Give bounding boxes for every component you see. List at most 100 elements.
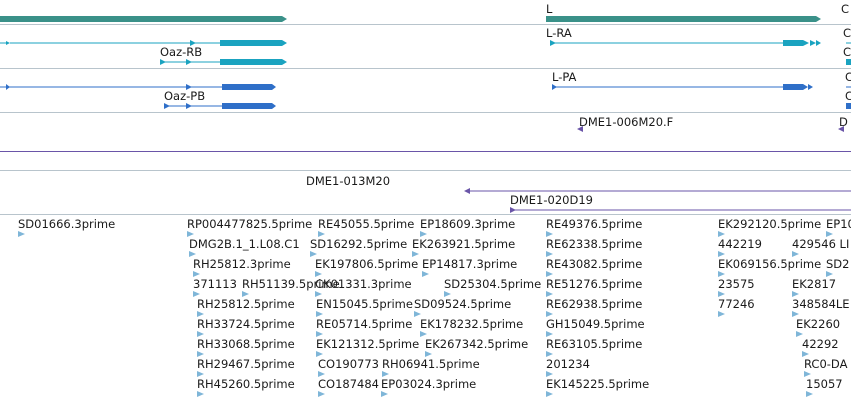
track-divider <box>0 214 851 215</box>
est-label[interactable]: EK2817 <box>792 277 837 291</box>
est-label[interactable]: DMG2B.1_1.L08.C1 <box>189 237 300 251</box>
est-arrow-icon <box>796 331 803 337</box>
est-arrow-icon <box>318 371 325 377</box>
est-arrow-icon <box>546 251 553 257</box>
est-label[interactable]: RE45055.5prime <box>318 217 415 231</box>
est-label[interactable]: 201234 <box>546 357 590 371</box>
est-label[interactable]: RE43082.5prime <box>546 257 643 271</box>
est-label[interactable]: RH33724.5prime <box>197 317 295 331</box>
est-label[interactable]: EP18609.3prime <box>420 217 516 231</box>
transcript-exon[interactable] <box>220 40 282 46</box>
est-label[interactable]: EK178232.5prime <box>420 317 524 331</box>
est-arrow-icon <box>242 291 249 297</box>
est-arrow-icon <box>718 251 725 257</box>
est-arrow-icon <box>792 291 799 297</box>
est-label[interactable]: 42292 <box>802 337 839 351</box>
est-arrow-icon <box>792 311 799 317</box>
est-label[interactable]: 429546 LI <box>792 237 850 251</box>
est-label[interactable]: CO187484 <box>318 377 379 391</box>
est-label[interactable]: 15057 <box>806 377 843 391</box>
clone-label-020d19[interactable]: DME1-020D19 <box>510 193 593 207</box>
est-arrow-icon <box>316 331 323 337</box>
transcript-label-oaz-pb[interactable]: Oaz-PB <box>164 89 206 103</box>
est-label[interactable]: RH45260.5prime <box>197 377 295 391</box>
transcript-exon[interactable] <box>220 59 282 65</box>
est-arrow-icon <box>546 391 553 397</box>
est-label[interactable]: RP004477825.5prime <box>187 217 313 231</box>
est-arrow-icon <box>718 291 725 297</box>
track-divider <box>0 112 851 113</box>
track-divider <box>0 151 851 152</box>
est-arrow-icon <box>546 351 553 357</box>
est-arrow-icon <box>187 231 194 237</box>
est-label[interactable]: RC0-DA <box>804 357 848 371</box>
est-label[interactable]: CO190773 <box>318 357 379 371</box>
est-label[interactable]: SD01666.3prime <box>18 217 116 231</box>
gene-l-bar[interactable] <box>546 16 821 22</box>
est-label[interactable]: RE63105.5prime <box>546 337 643 351</box>
est-label[interactable]: EK2260 <box>796 317 841 331</box>
est-label[interactable]: SD25304.5prime <box>444 277 542 291</box>
est-arrow-icon <box>420 231 427 237</box>
est-label[interactable]: SD16292.5prime <box>310 237 408 251</box>
transcript-exon[interactable] <box>783 40 803 46</box>
est-label[interactable]: EK267342.5prime <box>425 337 529 351</box>
est-label[interactable]: RH33068.5prime <box>197 337 295 351</box>
transcript-exon[interactable] <box>222 84 272 90</box>
est-arrow-icon <box>382 371 389 377</box>
gene-oaz-bar[interactable] <box>0 16 287 22</box>
est-arrow-icon <box>546 371 553 377</box>
gene-label-l[interactable]: L <box>546 2 553 16</box>
est-label[interactable]: RE49376.5prime <box>546 217 643 231</box>
transcript-label-oaz-rb[interactable]: Oaz-RB <box>160 45 203 59</box>
est-label[interactable]: EP10 <box>826 217 851 231</box>
est-label[interactable]: RE62338.5prime <box>546 237 643 251</box>
est-label[interactable]: GH15049.5prime <box>546 317 645 331</box>
est-label[interactable]: RH51139.5prime <box>242 277 340 291</box>
est-label[interactable]: EN15045.5prime <box>316 297 413 311</box>
est-label[interactable]: 442219 <box>718 237 762 251</box>
est-label[interactable]: EK069156.5prime <box>718 257 822 271</box>
est-arrow-icon <box>546 291 553 297</box>
transcript-label-l-pa[interactable]: L-PA <box>552 70 577 84</box>
est-label[interactable]: EK197806.5prime <box>315 257 419 271</box>
track-divider <box>0 68 851 69</box>
est-label[interactable]: SD09524.5prime <box>414 297 512 311</box>
est-label[interactable]: RE51276.5prime <box>546 277 643 291</box>
est-label[interactable]: RH29467.5prime <box>197 357 295 371</box>
est-arrow-icon <box>802 351 809 357</box>
est-label[interactable]: RE62938.5prime <box>546 297 643 311</box>
clone-label-edge: D <box>839 115 848 129</box>
est-label[interactable]: RE05714.5prime <box>316 317 413 331</box>
est-label[interactable]: 77246 <box>718 297 755 311</box>
est-arrow-icon <box>414 311 421 317</box>
transcript-exon[interactable] <box>783 84 803 90</box>
est-arrow-icon <box>425 351 432 357</box>
est-label[interactable]: SD2 <box>826 257 850 271</box>
est-arrow-icon <box>189 251 196 257</box>
est-label[interactable]: 23575 <box>718 277 755 291</box>
est-arrow-icon <box>420 331 427 337</box>
est-label[interactable]: 348584LE <box>792 297 850 311</box>
est-label[interactable]: EP03024.3prime <box>381 377 477 391</box>
est-arrow-icon <box>412 251 419 257</box>
est-arrow-icon <box>18 231 25 237</box>
transcript-label-edge: C <box>845 70 851 84</box>
est-label[interactable]: RH25812.5prime <box>197 297 295 311</box>
est-label[interactable]: EP14817.3prime <box>422 257 518 271</box>
est-label[interactable]: EK263921.5prime <box>412 237 516 251</box>
est-arrow-icon <box>806 391 813 397</box>
est-arrow-icon <box>193 271 200 277</box>
est-label[interactable]: 371113 <box>193 277 237 291</box>
est-label[interactable]: RH25812.3prime <box>193 257 291 271</box>
est-arrow-icon <box>316 311 323 317</box>
est-label[interactable]: EK292120.5prime <box>718 217 822 231</box>
est-label[interactable]: EK121312.5prime <box>316 337 420 351</box>
transcript-label-l-ra[interactable]: L-RA <box>546 26 572 40</box>
transcript-exon[interactable] <box>222 103 272 109</box>
clone-label-006m20[interactable]: DME1-006M20.F <box>579 115 674 129</box>
clone-label-013m20[interactable]: DME1-013M20 <box>306 174 391 188</box>
est-label[interactable]: EK145225.5prime <box>546 377 650 391</box>
est-label[interactable]: RH06941.5prime <box>382 357 480 371</box>
est-label[interactable]: CK01331.3prime <box>315 277 412 291</box>
